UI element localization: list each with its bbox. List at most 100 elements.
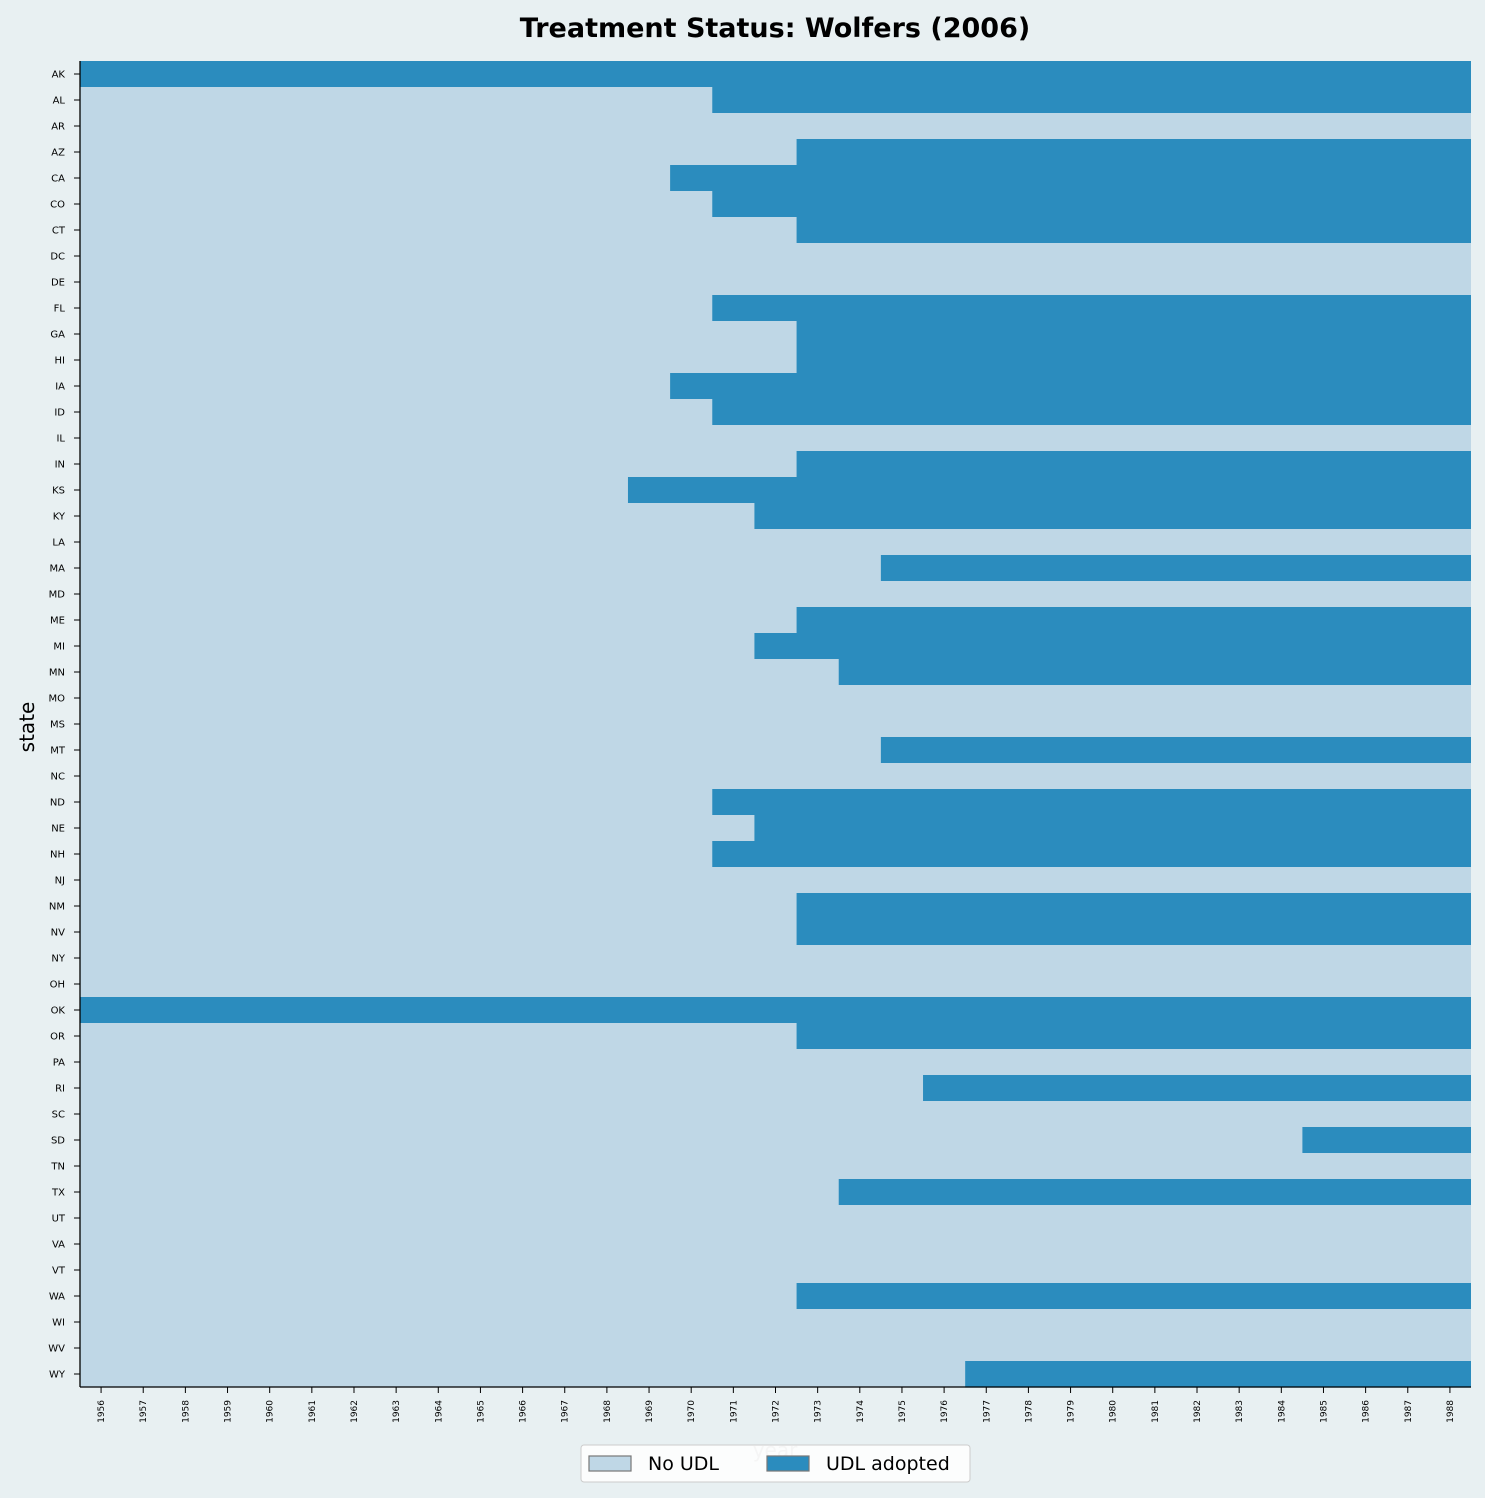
row-untreated-nc bbox=[80, 763, 1471, 790]
y-tick-label: VT bbox=[52, 1266, 66, 1277]
row-untreated-la bbox=[80, 529, 1471, 556]
y-tick-label: DE bbox=[51, 278, 65, 289]
x-tick-label: 1976 bbox=[940, 1400, 950, 1423]
row-treated-mi bbox=[754, 633, 1471, 660]
row-treated-nh bbox=[712, 841, 1471, 868]
y-tick-label: MI bbox=[53, 642, 65, 653]
y-tick-label: WY bbox=[49, 1370, 66, 1381]
y-tick-label: OK bbox=[51, 1006, 66, 1017]
y-tick-label: CT bbox=[52, 226, 66, 237]
y-tick-label: AL bbox=[53, 96, 66, 107]
x-tick-label: 1974 bbox=[856, 1400, 866, 1423]
row-treated-nm bbox=[796, 893, 1471, 920]
x-tick-label: 1975 bbox=[898, 1400, 908, 1423]
y-tick-label: MS bbox=[50, 720, 65, 731]
y-tick-label: AZ bbox=[51, 148, 65, 159]
row-treated-nv bbox=[796, 919, 1471, 946]
row-treated-co bbox=[712, 191, 1471, 218]
y-tick-label: MT bbox=[50, 746, 66, 757]
x-tick-label: 1986 bbox=[1362, 1400, 1372, 1423]
y-tick-label: OR bbox=[50, 1032, 65, 1043]
row-treated-ct bbox=[796, 217, 1471, 244]
y-tick-label: CO bbox=[50, 200, 65, 211]
x-tick-label: 1980 bbox=[1109, 1400, 1119, 1423]
row-treated-ky bbox=[754, 503, 1471, 530]
x-tick-label: 1977 bbox=[982, 1400, 992, 1423]
row-untreated-ut bbox=[80, 1205, 1471, 1232]
y-tick-label: MO bbox=[49, 694, 66, 705]
x-tick-label: 1964 bbox=[434, 1400, 444, 1423]
row-treated-ga bbox=[796, 321, 1471, 348]
x-tick-label: 1962 bbox=[350, 1400, 360, 1423]
legend-swatch bbox=[766, 1455, 810, 1472]
legend-swatch bbox=[588, 1455, 632, 1472]
y-tick-label: RI bbox=[55, 1084, 65, 1095]
row-treated-ia bbox=[670, 373, 1471, 400]
y-tick-label: NM bbox=[49, 902, 65, 913]
y-tick-label: NC bbox=[51, 772, 65, 783]
y-tick-label: IN bbox=[55, 460, 65, 471]
row-treated-ma bbox=[880, 555, 1471, 582]
row-treated-wa bbox=[796, 1283, 1471, 1310]
x-tick-label: 1988 bbox=[1446, 1400, 1456, 1423]
legend-label: No UDL bbox=[648, 1453, 719, 1475]
row-untreated-sd bbox=[80, 1127, 1471, 1154]
row-treated-hi bbox=[796, 347, 1471, 374]
x-tick-label: 1969 bbox=[645, 1400, 655, 1423]
y-tick-label: PA bbox=[53, 1058, 65, 1069]
y-tick-label: ND bbox=[50, 798, 65, 809]
y-tick-label: WA bbox=[49, 1292, 65, 1303]
x-tick-label: 1985 bbox=[1319, 1400, 1329, 1423]
row-treated-sd bbox=[1302, 1127, 1471, 1154]
y-tick-label: TN bbox=[50, 1162, 65, 1173]
y-tick-label: ID bbox=[54, 408, 65, 419]
x-tick-label: 1984 bbox=[1277, 1400, 1287, 1423]
row-untreated-oh bbox=[80, 971, 1471, 998]
x-tick-label: 1981 bbox=[1151, 1400, 1161, 1423]
x-tick-label: 1965 bbox=[476, 1400, 486, 1423]
row-untreated-ms bbox=[80, 711, 1471, 738]
y-tick-label: AR bbox=[51, 122, 65, 133]
row-treated-or bbox=[796, 1023, 1471, 1050]
legend-label: UDL adopted bbox=[826, 1453, 950, 1475]
x-tick-label: 1957 bbox=[139, 1400, 149, 1423]
y-tick-label: NV bbox=[51, 928, 65, 939]
row-treated-az bbox=[796, 139, 1471, 166]
row-untreated-sc bbox=[80, 1101, 1471, 1128]
row-treated-ok bbox=[80, 997, 1471, 1024]
y-tick-label: HI bbox=[55, 356, 65, 367]
row-untreated-wv bbox=[80, 1335, 1471, 1362]
row-untreated-il bbox=[80, 425, 1471, 452]
row-untreated-vt bbox=[80, 1257, 1471, 1284]
y-tick-label: OH bbox=[50, 980, 65, 991]
row-treated-fl bbox=[712, 295, 1471, 322]
legend: No UDL UDL adopted bbox=[580, 1444, 971, 1483]
row-untreated-ar bbox=[80, 113, 1471, 140]
row-untreated-va bbox=[80, 1231, 1471, 1258]
x-tick-label: 1968 bbox=[603, 1400, 613, 1423]
x-tick-label: 1959 bbox=[224, 1400, 234, 1423]
x-tick-label: 1960 bbox=[266, 1400, 276, 1423]
y-tick-label: VA bbox=[52, 1240, 65, 1251]
row-untreated-nj bbox=[80, 867, 1471, 894]
row-untreated-wi bbox=[80, 1309, 1471, 1336]
y-tick-label: MA bbox=[50, 564, 66, 575]
x-tick-label: 1982 bbox=[1193, 1400, 1203, 1423]
y-tick-label: NY bbox=[51, 954, 65, 965]
x-tick-label: 1979 bbox=[1067, 1400, 1077, 1423]
chart-title: Treatment Status: Wolfers (2006) bbox=[520, 13, 1030, 44]
x-tick-label: 1978 bbox=[1024, 1400, 1034, 1423]
y-tick-label: IL bbox=[56, 434, 65, 445]
y-tick-label: LA bbox=[52, 538, 65, 549]
x-tick-label: 1973 bbox=[814, 1400, 824, 1423]
y-tick-label: KY bbox=[53, 512, 66, 523]
row-untreated-de bbox=[80, 269, 1471, 296]
y-tick-label: TX bbox=[51, 1188, 65, 1199]
x-axis: 1956 1957 1958 1959 1960 1961 1962 1963 1964 1965… bbox=[80, 1386, 1471, 1423]
x-tick-label: 1958 bbox=[181, 1400, 191, 1423]
row-treated-al bbox=[712, 87, 1471, 114]
x-tick-label: 1971 bbox=[729, 1400, 739, 1423]
row-treated-id bbox=[712, 399, 1471, 426]
row-treated-ak bbox=[80, 61, 1471, 88]
